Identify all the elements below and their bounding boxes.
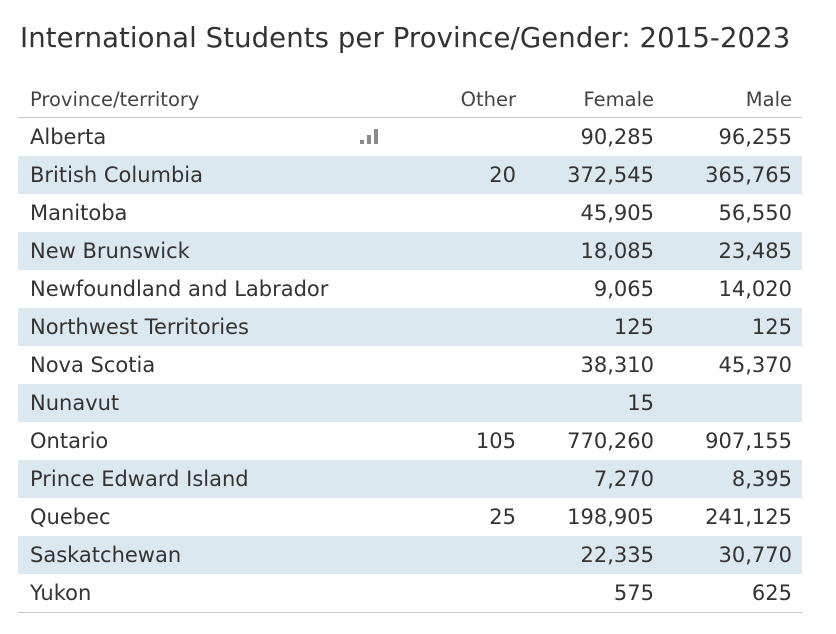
table-row[interactable]: Newfoundland and Labrador 9,065 14,020 xyxy=(18,270,802,308)
cell-other: 25 xyxy=(489,505,516,529)
data-table: Province/territory Other Female Male Alb… xyxy=(18,81,802,613)
cell-male: 96,255 xyxy=(718,125,792,149)
cell-female: 22,335 xyxy=(580,543,654,567)
cell-female: 770,260 xyxy=(567,429,654,453)
cell-female: 18,085 xyxy=(580,239,654,263)
header-divider xyxy=(18,117,402,118)
table-row[interactable]: Saskatchewan 22,335 30,770 xyxy=(18,536,802,574)
table-row[interactable]: Prince Edward Island 7,270 8,395 xyxy=(18,460,802,498)
cell-male: 625 xyxy=(751,581,792,605)
cell-male: 241,125 xyxy=(705,505,792,529)
cell-female: 125 xyxy=(613,315,654,339)
cell-male: 365,765 xyxy=(705,163,792,187)
header-divider-right xyxy=(402,117,802,118)
cell-male: 23,485 xyxy=(718,239,792,263)
cell-province: Nunavut xyxy=(30,391,120,415)
cell-female: 9,065 xyxy=(593,277,654,301)
cell-other: 20 xyxy=(489,163,516,187)
cell-province: Manitoba xyxy=(30,201,128,225)
bar-chart-icon[interactable] xyxy=(360,128,382,146)
cell-male: 125 xyxy=(751,315,792,339)
cell-female: 15 xyxy=(627,391,654,415)
cell-province: British Columbia xyxy=(30,163,204,187)
table-row[interactable]: Ontario 105 770,260 907,155 xyxy=(18,422,802,460)
cell-male: 8,395 xyxy=(731,467,792,491)
table-row[interactable]: Yukon 575 625 xyxy=(18,574,802,612)
table-row[interactable]: Nova Scotia 38,310 45,370 xyxy=(18,346,802,384)
cell-male: 14,020 xyxy=(718,277,792,301)
cell-male: 45,370 xyxy=(718,353,792,377)
cell-province: Northwest Territories xyxy=(30,315,250,339)
cell-province: Alberta xyxy=(30,125,107,149)
cell-male: 907,155 xyxy=(705,429,792,453)
table-header: Province/territory Other Female Male xyxy=(18,81,802,118)
cell-female: 198,905 xyxy=(567,505,654,529)
cell-province: Yukon xyxy=(30,581,92,605)
cell-female: 372,545 xyxy=(567,163,654,187)
cell-female: 575 xyxy=(613,581,654,605)
table-row[interactable]: Quebec 25 198,905 241,125 xyxy=(18,498,802,536)
cell-province: New Brunswick xyxy=(30,239,190,263)
cell-province: Saskatchewan xyxy=(30,543,182,567)
cell-female: 7,270 xyxy=(593,467,654,491)
cell-male: 56,550 xyxy=(718,201,792,225)
table-row[interactable]: Nunavut 15 xyxy=(18,384,802,422)
cell-province: Ontario xyxy=(30,429,109,453)
table-body: Alberta 90,285 96,255 British Columbia 20 372… xyxy=(18,118,802,612)
cell-male: 30,770 xyxy=(718,543,792,567)
column-header-male[interactable]: Male xyxy=(745,88,792,111)
column-header-province[interactable]: Province/territory xyxy=(30,88,200,111)
cell-province: Quebec xyxy=(30,505,111,529)
column-header-other[interactable]: Other xyxy=(460,88,516,111)
table-row[interactable]: British Columbia 20 372,545 365,765 xyxy=(18,156,802,194)
cell-other: 105 xyxy=(475,429,516,453)
cell-province: Nova Scotia xyxy=(30,353,156,377)
cell-female: 45,905 xyxy=(580,201,654,225)
cell-female: 38,310 xyxy=(580,353,654,377)
chart-title: International Students per Province/Gend… xyxy=(20,22,791,54)
table-row[interactable]: New Brunswick 18,085 23,485 xyxy=(18,232,802,270)
table-row[interactable]: Alberta 90,285 96,255 xyxy=(18,118,802,156)
table-row[interactable]: Manitoba 45,905 56,550 xyxy=(18,194,802,232)
cell-female: 90,285 xyxy=(580,125,654,149)
column-header-female[interactable]: Female xyxy=(583,88,654,111)
table-row[interactable]: Northwest Territories 125 125 xyxy=(18,308,802,346)
table-bottom-rule xyxy=(18,612,802,613)
cell-province: Newfoundland and Labrador xyxy=(30,277,329,301)
cell-province: Prince Edward Island xyxy=(30,467,249,491)
